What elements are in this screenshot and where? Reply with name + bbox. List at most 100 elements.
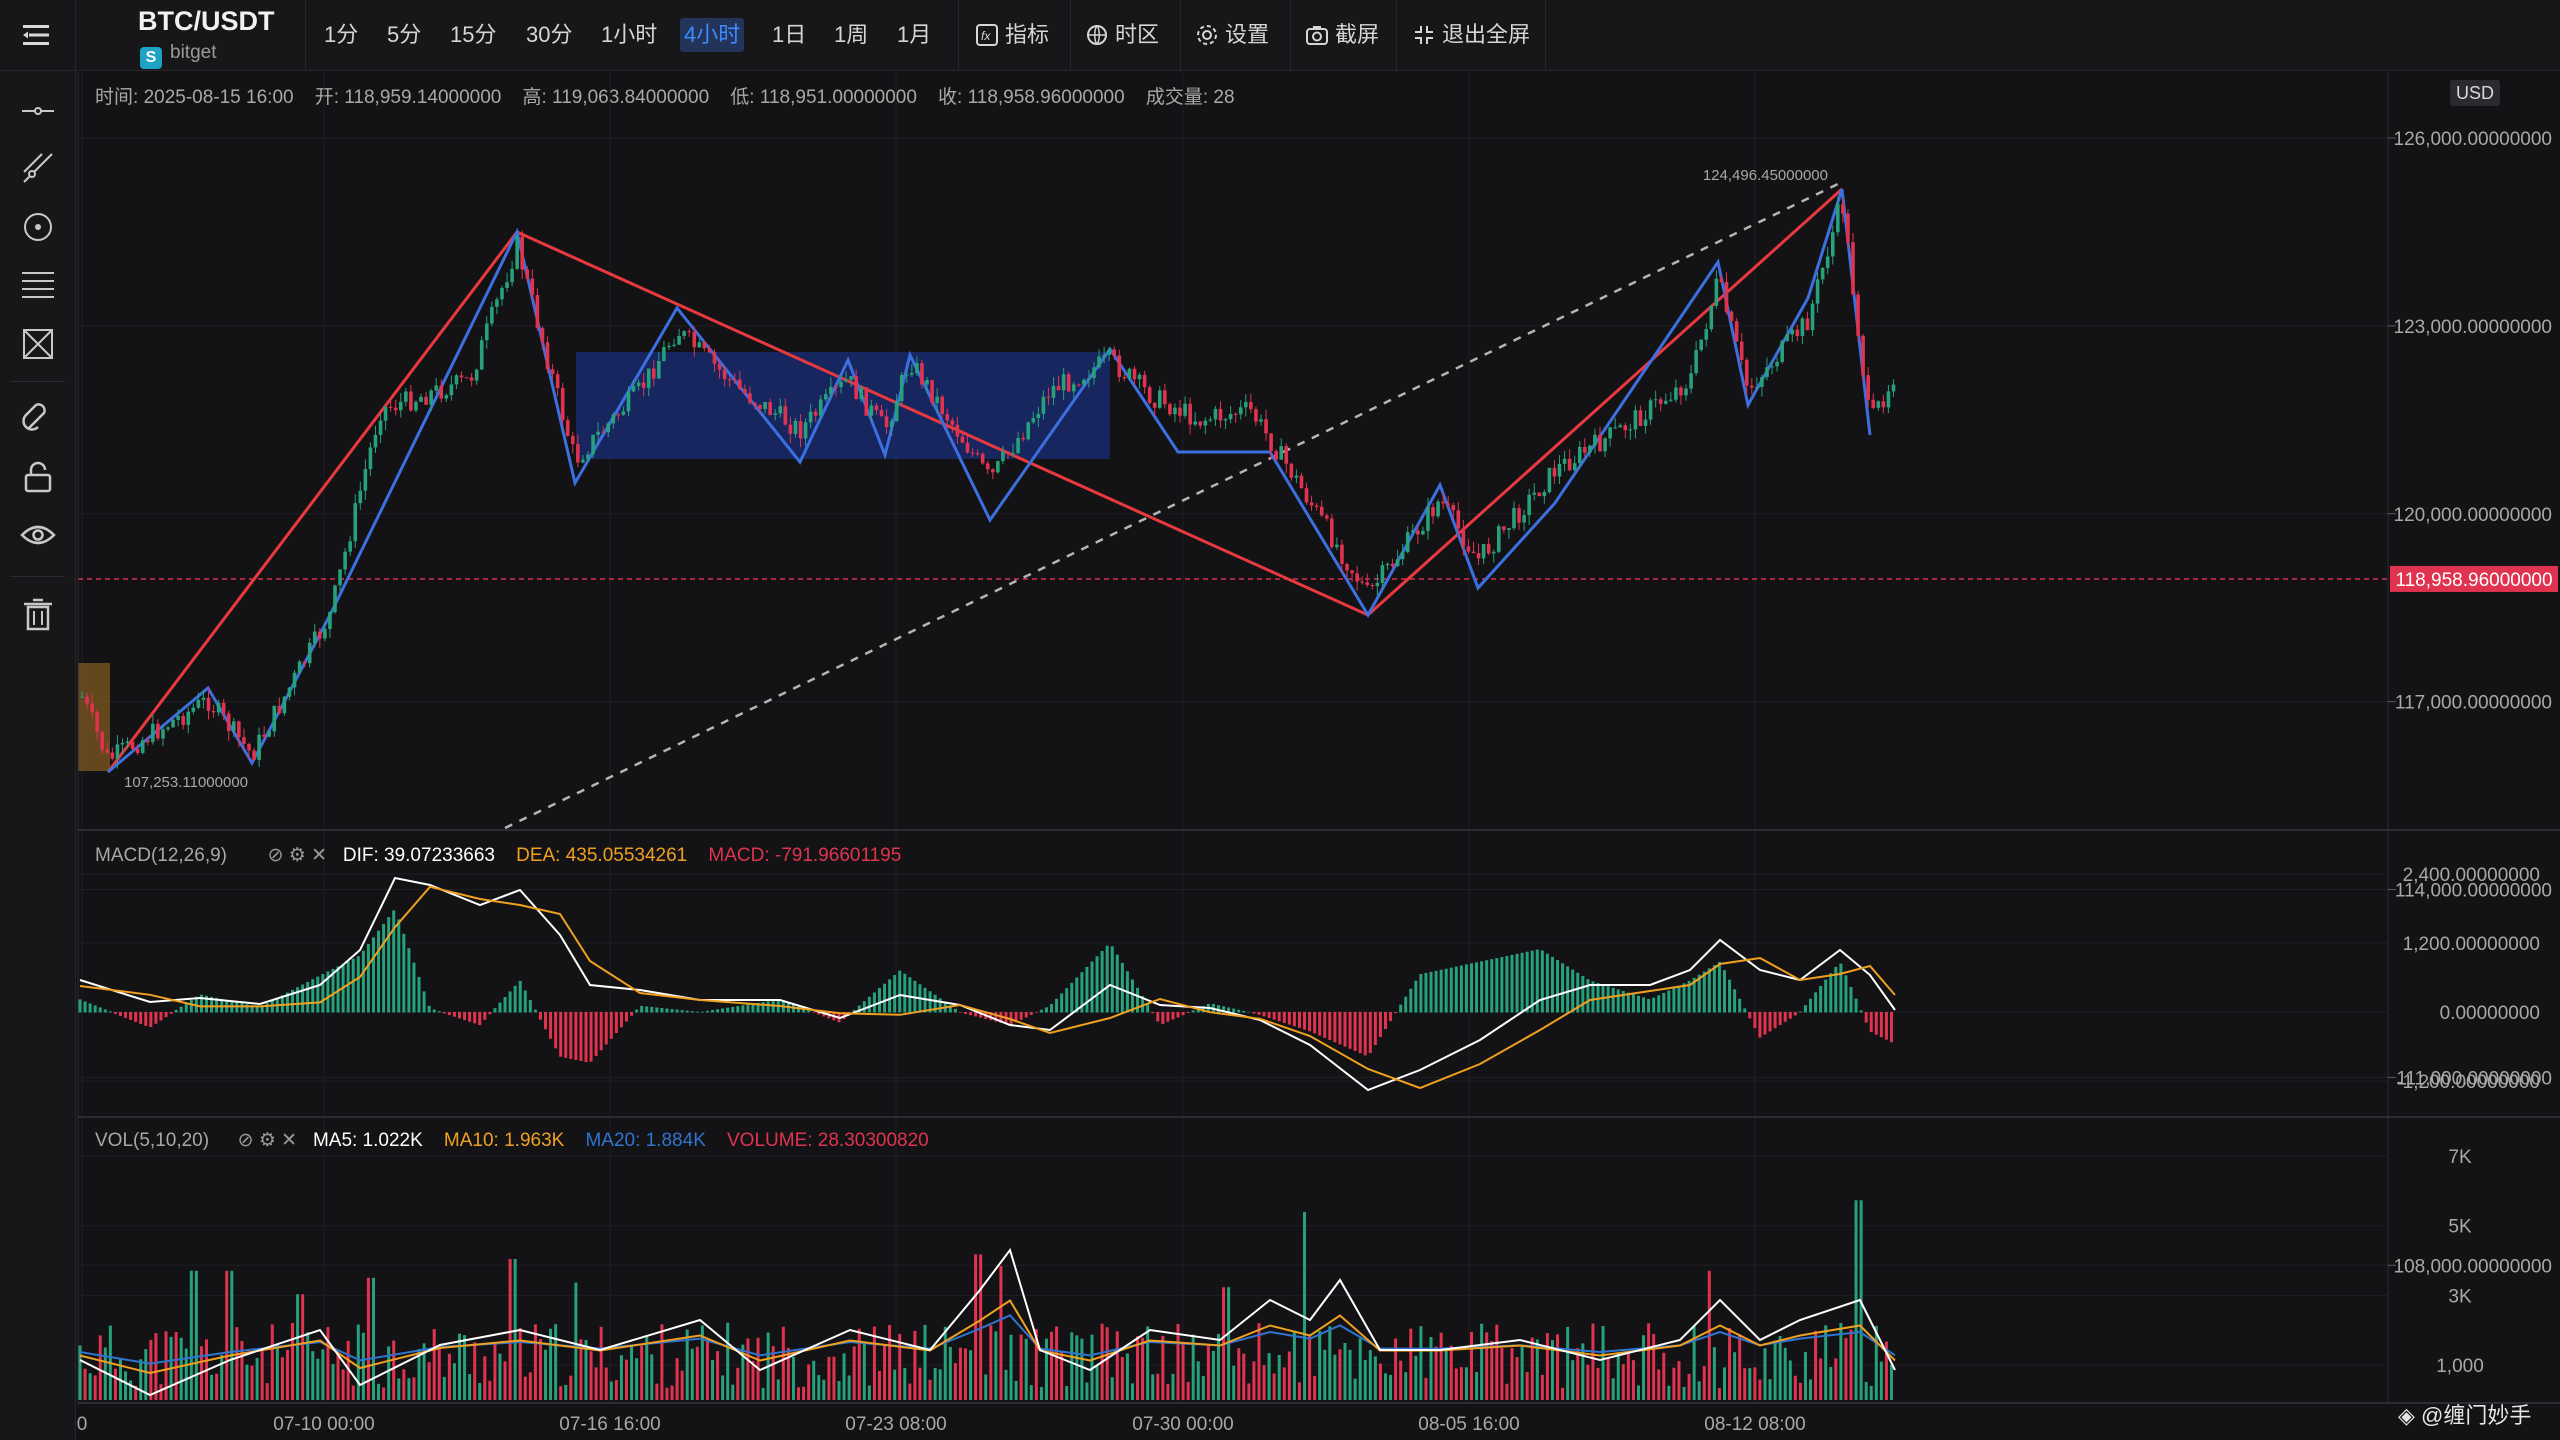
timeframe-4[interactable]: 1小时 (601, 22, 658, 47)
volume-bar (488, 1380, 492, 1400)
candle-body (1790, 329, 1795, 335)
fibonacci-icon[interactable] (18, 265, 58, 305)
timeframe-0[interactable]: 1分 (324, 22, 359, 47)
macd-histogram-bar (731, 1006, 735, 1013)
hide-eye-icon[interactable]: ⊘ (267, 845, 284, 866)
candle-body (1127, 368, 1132, 379)
timeframe-7[interactable]: 1周 (834, 22, 869, 47)
exit-fullscreen-button[interactable]: 退出全屏 (1412, 18, 1530, 52)
macd-histogram-bar (1136, 987, 1140, 1013)
volume-bar (1495, 1324, 1499, 1400)
trash-icon[interactable] (18, 595, 58, 635)
timezone-button[interactable]: 时区 (1085, 18, 1159, 52)
candle-body (135, 749, 140, 753)
volume-bar (437, 1345, 441, 1400)
volume-bar (528, 1372, 532, 1400)
timeframe-8[interactable]: 1月 (897, 22, 932, 47)
macd-histogram-bar (908, 977, 912, 1013)
timeframe-3[interactable]: 30分 (526, 22, 573, 47)
volume-bar (1550, 1340, 1554, 1400)
macd-histogram-bar (503, 996, 507, 1013)
macd-histogram-bar (1788, 1012, 1792, 1019)
macd-histogram-bar (1748, 1012, 1752, 1019)
circle-tool-icon[interactable] (18, 207, 58, 247)
volume-bar (1773, 1340, 1777, 1400)
volume-bar (1176, 1323, 1180, 1400)
macd-histogram-bar (1596, 983, 1600, 1013)
candle-body (813, 411, 818, 416)
horizontal-line-icon[interactable] (18, 91, 58, 131)
volume-bar (1576, 1348, 1580, 1400)
macd-histogram-bar (1662, 992, 1666, 1013)
timeframe-2[interactable]: 15分 (450, 22, 497, 47)
candle-body (1623, 425, 1628, 431)
macd-histogram-bar (1545, 953, 1549, 1013)
macd-histogram-bar (721, 1008, 725, 1013)
divider (305, 0, 306, 70)
menu-icon[interactable] (20, 18, 54, 52)
volume-bar (1039, 1387, 1043, 1400)
volume-bar (478, 1382, 482, 1400)
macd-histogram-bar (260, 1005, 264, 1013)
macd-histogram-bar (554, 1012, 558, 1049)
eye-icon[interactable] (18, 515, 58, 555)
ohlc-info: 时间: 2025-08-15 16:00 开: 118,959.14000000… (95, 87, 1235, 108)
volume-bar (979, 1254, 983, 1400)
settings-gear-icon[interactable]: ⚙ (258, 1130, 276, 1151)
candle-body (1082, 379, 1086, 385)
macd-histogram-bar (1520, 952, 1524, 1013)
divider (1180, 0, 1181, 70)
currency-badge[interactable]: USD (2450, 80, 2500, 106)
macd-histogram-bar (569, 1012, 573, 1059)
macd-histogram-bar (685, 1010, 689, 1013)
timeframe-6[interactable]: 1日 (772, 22, 807, 47)
candle-body (318, 631, 322, 639)
settings-button[interactable]: 设置 (1195, 18, 1269, 52)
candle-body (206, 697, 211, 711)
close-icon[interactable]: ✕ (311, 845, 328, 866)
volume-bar (1692, 1325, 1696, 1400)
close-icon[interactable]: ✕ (281, 1130, 298, 1151)
volume-bar (538, 1339, 542, 1400)
volume-bar (154, 1333, 158, 1400)
candle-body (1077, 384, 1081, 386)
macd-histogram-bar (1242, 1010, 1246, 1013)
macd-histogram-bar (645, 1006, 649, 1013)
candle-body (565, 420, 570, 436)
volume-bar (559, 1386, 563, 1400)
candle-body (1562, 458, 1567, 464)
candle-body (545, 342, 550, 370)
candle-body (1284, 446, 1289, 464)
candle-body (1527, 494, 1531, 516)
macd-histogram-bar (1879, 1012, 1883, 1038)
magnet-icon[interactable] (18, 399, 58, 439)
macd-histogram-bar (675, 1009, 679, 1013)
macd-histogram-bar (1576, 972, 1580, 1013)
indicators-button[interactable]: fx 指标 (975, 18, 1049, 52)
candle-body (181, 715, 185, 725)
timeframe-1[interactable]: 5分 (387, 22, 422, 47)
lock-icon[interactable] (18, 457, 58, 497)
candle-body (90, 703, 94, 713)
candle-body (1709, 305, 1714, 330)
macd-histogram-bar (240, 1003, 244, 1013)
screenshot-button[interactable]: 截屏 (1305, 18, 1379, 52)
candle-body (1750, 385, 1754, 388)
timeframe-5[interactable]: 4小时 (680, 18, 745, 52)
candle-body (1491, 551, 1496, 554)
candle-body (1036, 413, 1041, 419)
pattern-tool-icon[interactable] (18, 324, 58, 364)
candle-body (105, 749, 110, 753)
settings-gear-icon[interactable]: ⚙ (288, 845, 306, 866)
candle-body (505, 282, 509, 288)
candle-body (773, 413, 778, 416)
candle-body (1567, 458, 1572, 471)
hide-eye-icon[interactable]: ⊘ (237, 1130, 254, 1151)
trend-line-icon[interactable] (18, 148, 58, 188)
volume-bar (1586, 1364, 1590, 1400)
candle-body (910, 373, 914, 375)
volume-bar (619, 1355, 623, 1400)
volume-bar (1475, 1372, 1479, 1400)
